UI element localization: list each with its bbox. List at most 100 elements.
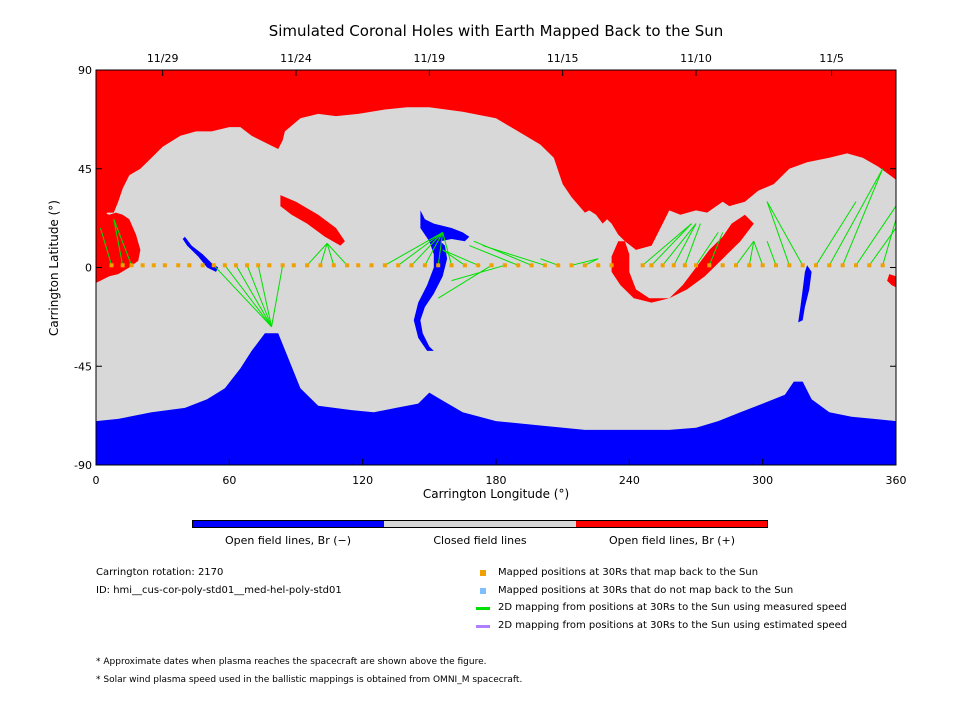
mapping-line-10 bbox=[319, 243, 328, 266]
mapped-position-26 bbox=[422, 263, 427, 268]
colorbar-label-closed: Closed field lines bbox=[433, 534, 527, 547]
mapped-position-54 bbox=[800, 263, 805, 268]
mapped-position-47 bbox=[707, 263, 712, 268]
open-positive-right-edge bbox=[887, 274, 896, 288]
mapped-position-51 bbox=[760, 263, 765, 268]
mapped-position-50 bbox=[747, 263, 752, 268]
mapped-position-12 bbox=[245, 263, 250, 268]
open-negative-small-1 bbox=[182, 236, 219, 272]
mapping-line-40 bbox=[766, 201, 790, 266]
mapping-line-32 bbox=[673, 223, 697, 266]
legend-swatch-not-mapped bbox=[480, 588, 486, 594]
open-positive-north-region bbox=[96, 70, 896, 250]
mapped-position-49 bbox=[734, 263, 738, 268]
legend-label-estimated: 2D mapping from positions at 30Rs to the… bbox=[498, 620, 848, 631]
mapping-line-38 bbox=[753, 240, 764, 266]
mapping-line-1 bbox=[113, 219, 124, 266]
date-axis-top: 11/29 11/24 11/19 11/15 11/10 11/5 bbox=[147, 52, 844, 76]
x-tick-label-5: 300 bbox=[752, 474, 773, 487]
mapping-line-3 bbox=[213, 264, 272, 328]
mapped-position-4 bbox=[151, 263, 156, 268]
mapped-position-1 bbox=[120, 263, 125, 268]
mapped-position-15 bbox=[280, 263, 285, 268]
date-tick-label-0: 11/29 bbox=[147, 52, 179, 65]
mapped-position-21 bbox=[356, 263, 361, 268]
mapping-line-29 bbox=[642, 223, 692, 266]
mapped-position-10 bbox=[222, 263, 227, 268]
mapping-line-36 bbox=[735, 240, 755, 266]
x-tick-label-0: 0 bbox=[93, 474, 100, 487]
mapped-position-60 bbox=[880, 263, 885, 268]
date-tick-label-1: 11/24 bbox=[280, 52, 312, 65]
mapping-line-23 bbox=[469, 245, 519, 266]
mapped-position-13 bbox=[256, 263, 261, 268]
mapped-position-40 bbox=[609, 263, 614, 268]
mapping-line-42 bbox=[815, 201, 857, 266]
x-tick-label-2: 120 bbox=[352, 474, 373, 487]
mapping-line-31 bbox=[662, 223, 697, 266]
mapped-position-45 bbox=[682, 263, 687, 268]
mapping-line-47 bbox=[882, 219, 896, 266]
legend-swatch-mapped bbox=[480, 570, 486, 576]
mapped-position-59 bbox=[867, 263, 872, 268]
mapped-position-39 bbox=[596, 263, 601, 268]
open-positive-spiral bbox=[611, 214, 754, 303]
mapping-line-0 bbox=[99, 227, 113, 266]
mapping-line-4 bbox=[224, 265, 272, 328]
colorbar bbox=[192, 520, 768, 528]
legend-label-mapped: Mapped positions at 30Rs that map back t… bbox=[498, 567, 759, 578]
mapped-position-32 bbox=[502, 263, 507, 268]
date-tick-label-5: 11/5 bbox=[819, 52, 844, 65]
mapped-position-24 bbox=[396, 263, 401, 268]
colorbar-positive bbox=[575, 521, 767, 527]
mapped-position-35 bbox=[542, 263, 547, 268]
x-tick-label-3: 180 bbox=[486, 474, 507, 487]
carrington-rotation: Carrington rotation: 2170 bbox=[96, 567, 224, 578]
chart-title: Simulated Coronal Holes with Earth Mappe… bbox=[269, 22, 724, 40]
mapping-line-7 bbox=[257, 265, 273, 327]
mapped-position-41 bbox=[640, 263, 645, 268]
mapping-line-41 bbox=[766, 201, 804, 266]
footnote-dates: * Approximate dates when plasma reaches … bbox=[96, 657, 487, 667]
mapping-line-21 bbox=[437, 264, 492, 299]
mapped-position-11 bbox=[234, 263, 238, 268]
y-tick-label-0: 90 bbox=[78, 64, 92, 77]
mapped-position-7 bbox=[187, 263, 192, 268]
mapped-position-33 bbox=[516, 263, 521, 268]
mapped-position-14 bbox=[267, 263, 272, 268]
mapping-line-30 bbox=[651, 223, 692, 266]
mapping-line-33 bbox=[684, 223, 701, 266]
colorbar-label-negative: Open field lines, Br (−) bbox=[224, 534, 352, 547]
mapping-line-35 bbox=[708, 232, 724, 266]
open-positive-stripe bbox=[280, 195, 345, 246]
mapping-line-2 bbox=[113, 219, 133, 266]
legend-label-measured: 2D mapping from positions at 30Rs to the… bbox=[498, 602, 847, 613]
mapped-position-6 bbox=[176, 263, 181, 268]
mapped-position-52 bbox=[774, 263, 778, 268]
y-tick-label-3: -45 bbox=[74, 360, 92, 373]
open-negative-south-region bbox=[96, 333, 896, 465]
mapped-position-2 bbox=[129, 263, 134, 268]
mapping-line-9 bbox=[306, 243, 328, 266]
mapping-line-45 bbox=[855, 205, 896, 266]
mapped-position-34 bbox=[529, 263, 534, 268]
mapping-line-26 bbox=[540, 258, 559, 266]
plot-content bbox=[96, 70, 896, 465]
mapped-position-18 bbox=[318, 263, 323, 268]
mapped-position-23 bbox=[382, 263, 387, 268]
mapping-line-17 bbox=[437, 232, 444, 266]
model-id: ID: hmi__cus-cor-poly-std01__med-hel-pol… bbox=[96, 585, 342, 596]
mapped-position-43 bbox=[660, 263, 665, 268]
mapping-line-43 bbox=[828, 168, 884, 266]
mapping-line-5 bbox=[235, 265, 272, 328]
mapped-position-28 bbox=[449, 263, 454, 268]
mapping-line-11 bbox=[326, 243, 335, 266]
y-tick-label-2: 0 bbox=[85, 262, 92, 275]
mapping-line-25 bbox=[482, 245, 546, 266]
mapping-line-15 bbox=[411, 232, 444, 266]
coronal-hole-chart: Simulated Coronal Holes with Earth Mappe… bbox=[47, 22, 907, 501]
y-tick-label-1: 45 bbox=[78, 163, 92, 176]
mapped-position-9 bbox=[211, 263, 216, 268]
mapping-line-12 bbox=[326, 243, 348, 266]
mapped-position-46 bbox=[694, 263, 698, 268]
